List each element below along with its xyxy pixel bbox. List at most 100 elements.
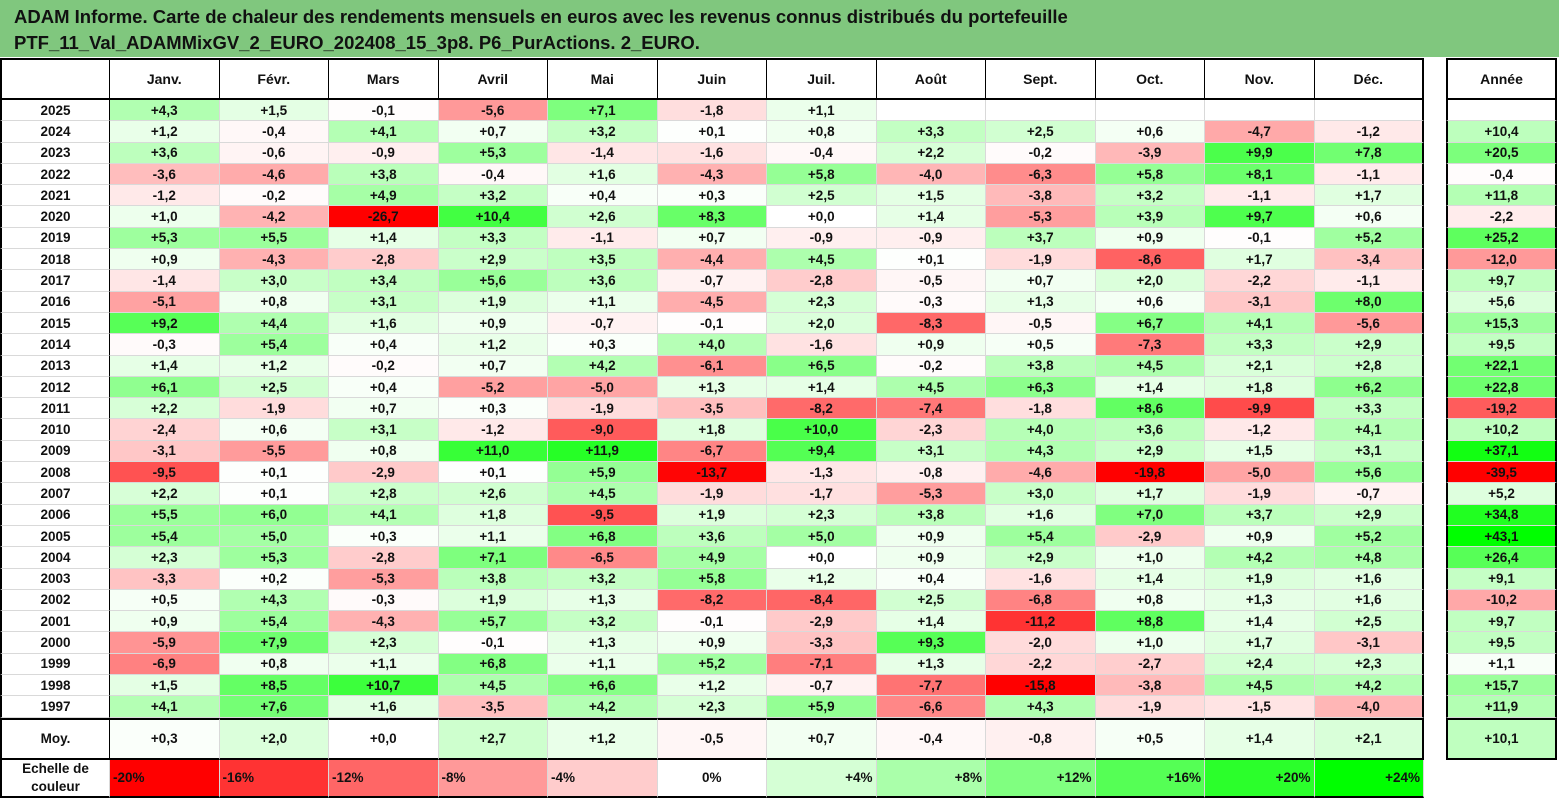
heatmap-cell: +4,1 [1205,312,1315,335]
heatmap-cell: -1,6 [986,568,1096,590]
heatmap-cell: -4,0 [876,163,986,186]
year-label: 2009 [0,440,110,463]
heatmap-cell: -5,5 [219,440,329,463]
average-cell: -0,8 [986,717,1096,760]
heatmap-cell: +5,6 [438,270,548,292]
heatmap-cell: +0,7 [657,227,767,250]
heatmap-cell: -4,4 [657,249,767,271]
year-label: 2013 [0,355,110,377]
heatmap-cell: +3,1 [1314,440,1424,463]
heatmap-cell: -8,6 [1095,249,1205,271]
heatmap-cell: +2,4 [1205,653,1315,676]
heatmap-cell: +4,3 [986,440,1096,463]
average-cell: +1,4 [1205,717,1315,760]
heatmap-cell: +1,7 [1205,632,1315,654]
heatmap-cell: +5,4 [219,611,329,633]
heatmap-cell: +0,0 [767,547,877,569]
heatmap-cell: +1,6 [1314,568,1424,590]
heatmap-cell: +4,3 [986,696,1096,718]
heatmap-cell: +3,8 [986,355,1096,377]
heatmap-cell: -5,2 [438,376,548,399]
heatmap-cell: +1,2 [657,675,767,697]
annual-cell: +1,1 [1446,653,1557,676]
heatmap-cell: -4,3 [219,249,329,271]
heatmap-cell: -3,1 [1205,291,1315,313]
heatmap-cell: +4,8 [1314,547,1424,569]
heatmap-cell: +3,2 [548,121,658,143]
heatmap-cell: +5,9 [767,696,877,718]
heatmap-cell: +2,5 [986,121,1096,143]
heatmap-cell: +4,2 [1205,547,1315,569]
heatmap-cell: +4,1 [329,121,439,143]
heatmap-cell: +3,6 [110,142,220,164]
heatmap-cell: -26,7 [329,206,439,228]
heatmap-cell: +0,9 [876,547,986,569]
heatmap-cell: +0,3 [329,525,439,548]
spacer [1424,653,1446,676]
year-label: 2022 [0,163,110,186]
heatmap-cell: +1,7 [1314,185,1424,207]
heatmap-cell: +0,7 [986,270,1096,292]
average-cell: +0,0 [329,717,439,760]
heatmap-cell: -2,0 [986,632,1096,654]
heatmap-cell: +3,3 [1314,398,1424,420]
heatmap-cell: +0,9 [1205,525,1315,548]
heatmap-cell: +1,1 [767,100,877,122]
heatmap-cell: -0,4 [219,121,329,143]
spacer [1424,611,1446,633]
heatmap-cell: +3,0 [986,483,1096,505]
heatmap-cell: +4,2 [548,696,658,718]
year-label: 2021 [0,185,110,207]
heatmap-cell: -1,3 [767,462,877,484]
heatmap-cell: +3,4 [329,270,439,292]
heatmap-cell: +3,3 [438,227,548,250]
color-scale-stop: -12% [329,759,439,798]
heatmap-cell: +2,0 [1095,270,1205,292]
heatmap-cell: -5,6 [438,100,548,122]
year-label: 2004 [0,547,110,569]
color-scale-stop: -8% [438,759,548,798]
heatmap-cell: +9,3 [876,632,986,654]
spacer [1424,334,1446,356]
year-label: 2019 [0,227,110,250]
heatmap-cell [1314,100,1424,122]
heatmap-cell: +5,5 [110,504,220,526]
heatmap-cell: -1,2 [110,185,220,207]
heatmap-cell: +2,9 [1314,504,1424,526]
heatmap-cell: +2,2 [876,142,986,164]
month-header: Juin [657,58,767,100]
heatmap-cell: -1,9 [657,483,767,505]
corner-cell [0,58,110,100]
annual-cell: -19,2 [1446,398,1557,420]
heatmap-cell: -0,6 [219,142,329,164]
heatmap-cell: +1,4 [329,227,439,250]
heatmap-cell: +1,4 [876,611,986,633]
heatmap-cell: -8,2 [767,398,877,420]
heatmap-cell: -2,9 [1095,525,1205,548]
heatmap-cell: -9,5 [110,462,220,484]
spacer [1424,525,1446,548]
year-label: 2015 [0,312,110,335]
color-scale-stop: +16% [1095,759,1205,798]
heatmap-cell: +4,9 [657,547,767,569]
heatmap-cell: +1,6 [548,163,658,186]
heatmap-cell: +4,1 [329,504,439,526]
heatmap-cell: -1,8 [986,398,1096,420]
heatmap-cell: +3,7 [986,227,1096,250]
annual-cell: +10,2 [1446,419,1557,441]
heatmap-cell: -3,8 [1095,675,1205,697]
heatmap-cell: +3,8 [438,568,548,590]
heatmap-cell: -0,7 [1314,483,1424,505]
heatmap-cell: +10,7 [329,675,439,697]
heatmap-cell: +5,9 [548,462,658,484]
heatmap-cell: -1,7 [767,483,877,505]
heatmap-cell: +5,4 [986,525,1096,548]
heatmap-cell: -11,2 [986,611,1096,633]
heatmap-cell: +3,3 [1205,334,1315,356]
heatmap-cell: +0,6 [1095,291,1205,313]
spacer [1424,121,1446,143]
heatmap-cell: +2,3 [767,291,877,313]
annual-cell: +9,5 [1446,632,1557,654]
heatmap-cell: +2,5 [767,185,877,207]
annual-cell: +9,7 [1446,611,1557,633]
